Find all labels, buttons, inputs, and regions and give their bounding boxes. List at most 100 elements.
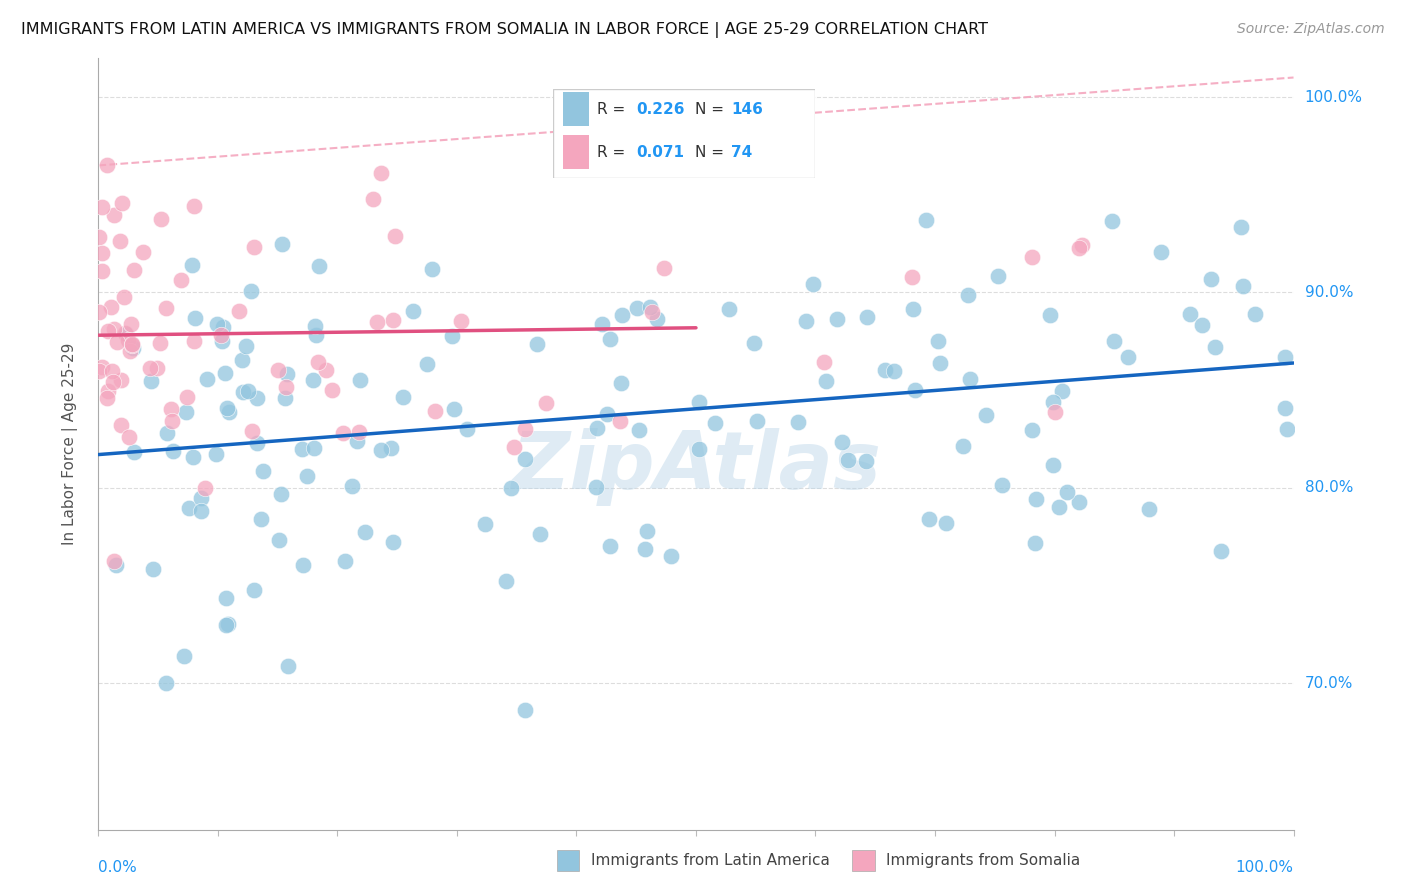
Point bbox=[246, 435, 269, 450]
Point bbox=[901, 302, 924, 317]
Point bbox=[659, 549, 682, 563]
Point bbox=[122, 341, 145, 355]
Point bbox=[190, 504, 212, 518]
Point bbox=[856, 310, 879, 325]
Point bbox=[270, 486, 292, 500]
Point bbox=[1043, 405, 1066, 419]
Point bbox=[304, 441, 326, 455]
Point bbox=[402, 304, 425, 318]
Text: Immigrants from Somalia: Immigrants from Somalia bbox=[886, 854, 1080, 868]
Point bbox=[382, 312, 405, 326]
Point bbox=[1056, 485, 1078, 500]
Point bbox=[239, 284, 262, 298]
Point bbox=[238, 384, 260, 398]
Bar bbox=[852, 850, 875, 871]
Point bbox=[347, 425, 370, 439]
Point bbox=[927, 334, 949, 348]
Point bbox=[638, 300, 661, 314]
Point bbox=[688, 442, 710, 457]
Point bbox=[149, 335, 172, 350]
Point bbox=[124, 445, 146, 459]
Point bbox=[831, 434, 853, 449]
Text: IMMIGRANTS FROM LATIN AMERICA VS IMMIGRANTS FROM SOMALIA IN LABOR FORCE | AGE 25: IMMIGRANTS FROM LATIN AMERICA VS IMMIGRA… bbox=[21, 22, 988, 38]
Point bbox=[212, 320, 235, 334]
Point bbox=[304, 319, 326, 334]
Point bbox=[652, 261, 675, 276]
Point bbox=[112, 289, 135, 303]
Text: Source: ZipAtlas.com: Source: ZipAtlas.com bbox=[1237, 22, 1385, 37]
Point bbox=[103, 208, 125, 222]
Point bbox=[231, 353, 253, 368]
Point bbox=[1211, 544, 1233, 558]
Point bbox=[155, 675, 177, 690]
Point bbox=[935, 516, 957, 530]
Point bbox=[425, 404, 447, 418]
Point bbox=[240, 424, 263, 438]
Point bbox=[207, 317, 229, 331]
Point bbox=[366, 315, 388, 329]
Point bbox=[335, 554, 357, 568]
Point bbox=[218, 405, 240, 419]
Point bbox=[837, 453, 859, 467]
Point bbox=[929, 356, 952, 370]
Point bbox=[173, 648, 195, 663]
Point bbox=[118, 429, 141, 443]
Point bbox=[110, 418, 132, 433]
Point bbox=[526, 336, 548, 351]
Text: 0.0%: 0.0% bbox=[98, 860, 138, 875]
Point bbox=[183, 334, 205, 348]
Point bbox=[97, 324, 120, 338]
Point bbox=[276, 367, 298, 381]
Point bbox=[626, 301, 648, 315]
Point bbox=[118, 344, 141, 359]
Point bbox=[110, 373, 132, 387]
Point bbox=[89, 305, 111, 319]
Point bbox=[103, 554, 125, 568]
Text: 90.0%: 90.0% bbox=[1305, 285, 1353, 300]
Point bbox=[243, 240, 266, 254]
Point bbox=[132, 244, 155, 259]
Point bbox=[952, 439, 974, 453]
Point bbox=[97, 384, 120, 398]
Point bbox=[139, 374, 162, 388]
Point bbox=[717, 301, 740, 316]
Point bbox=[346, 434, 368, 448]
Point bbox=[915, 212, 938, 227]
Point bbox=[228, 303, 250, 318]
Text: 100.0%: 100.0% bbox=[1305, 89, 1362, 104]
Point bbox=[801, 277, 824, 291]
Point bbox=[503, 440, 526, 454]
Text: 100.0%: 100.0% bbox=[1236, 860, 1294, 875]
Point bbox=[420, 262, 443, 277]
Point bbox=[90, 200, 112, 214]
Point bbox=[825, 312, 848, 326]
Point bbox=[217, 616, 239, 631]
Point bbox=[495, 574, 517, 588]
Point bbox=[308, 259, 330, 273]
Point bbox=[815, 374, 838, 388]
Point bbox=[181, 450, 204, 465]
Point bbox=[384, 228, 406, 243]
Point bbox=[609, 414, 631, 428]
Point bbox=[114, 326, 136, 340]
Point bbox=[193, 482, 215, 496]
Point bbox=[974, 408, 997, 422]
Point bbox=[1232, 279, 1254, 293]
Point bbox=[190, 491, 212, 505]
Point bbox=[1277, 422, 1299, 436]
Point bbox=[747, 414, 769, 428]
Point bbox=[474, 516, 496, 531]
Point bbox=[156, 426, 179, 441]
Point bbox=[91, 264, 114, 278]
Point bbox=[610, 308, 633, 322]
Point bbox=[1229, 220, 1251, 235]
Point bbox=[513, 703, 536, 717]
Point bbox=[155, 301, 177, 316]
Point bbox=[585, 480, 607, 494]
Point bbox=[1150, 245, 1173, 260]
Point bbox=[274, 391, 297, 405]
Point bbox=[267, 533, 290, 547]
Point bbox=[121, 337, 143, 351]
Point bbox=[274, 380, 297, 394]
Point bbox=[1116, 350, 1139, 364]
